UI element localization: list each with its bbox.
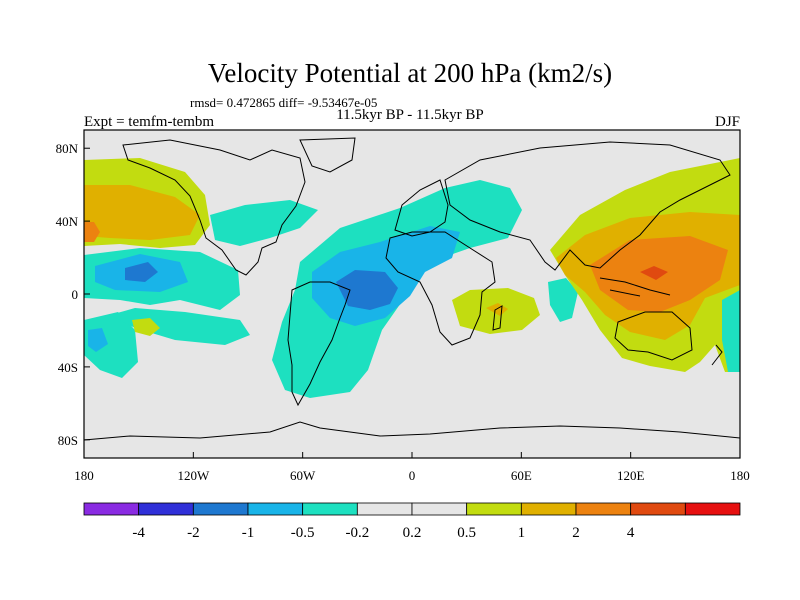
contour-fills bbox=[84, 158, 740, 398]
season-label: DJF bbox=[715, 114, 740, 130]
contour-pos-southern-africa-inner bbox=[486, 303, 508, 316]
stats-label: rmsd= 0.472865 diff= -9.53467e-05 bbox=[190, 95, 377, 110]
colorbar-swatch bbox=[520, 502, 577, 516]
colorbar-label: -2 bbox=[187, 525, 200, 541]
x-tick-label: 60E bbox=[511, 468, 532, 483]
contour-neg-east-edge bbox=[722, 290, 740, 372]
x-tick-label: 60W bbox=[290, 468, 316, 483]
contour-pos-north-pacific-west-core bbox=[84, 222, 100, 242]
x-axis-ticks: 180 120W 60W 0 60E 120E 180 bbox=[74, 452, 750, 483]
y-tick-label: 0 bbox=[72, 287, 79, 302]
contour-neg-south-pacific-2 bbox=[110, 308, 250, 345]
colorbar-swatch bbox=[192, 502, 249, 516]
colorbar-swatch bbox=[411, 502, 468, 516]
y-tick-label: 40N bbox=[56, 214, 79, 229]
colorbar-label: 1 bbox=[518, 525, 526, 541]
contour-pos-south-pacific-speck bbox=[132, 318, 160, 336]
colorbar-swatch bbox=[356, 502, 413, 516]
subtitle: 11.5kyr BP - 11.5kyr BP bbox=[336, 107, 484, 123]
coastline-africa bbox=[385, 231, 496, 346]
map-plot-area bbox=[83, 129, 741, 459]
contour-neg-south-pacific-inner bbox=[88, 328, 108, 352]
y-tick-label: 40S bbox=[58, 360, 78, 375]
x-tick-label: 180 bbox=[74, 468, 94, 483]
coastline-asia bbox=[444, 141, 731, 271]
contour-pos-north-pacific-west-inner bbox=[84, 185, 200, 240]
contour-pos-west-pacific-core bbox=[640, 266, 668, 280]
y-tick-label: 80S bbox=[58, 433, 78, 448]
colorbar-label: -0.5 bbox=[291, 525, 315, 541]
coastline-north-america bbox=[122, 139, 306, 276]
colorbar-swatch bbox=[630, 502, 686, 516]
coastline-greenland bbox=[299, 137, 356, 173]
coastline-south-america bbox=[287, 281, 351, 407]
colorbar-swatch bbox=[466, 502, 522, 516]
coastline-europe bbox=[394, 179, 449, 237]
colorbar-swatch bbox=[575, 502, 632, 516]
y-tick-label: 80N bbox=[56, 141, 79, 156]
coastline-new-zealand bbox=[711, 344, 723, 366]
x-tick-label: 180 bbox=[730, 468, 750, 483]
colorbar-swatch bbox=[83, 502, 140, 516]
colorbar-swatch bbox=[302, 502, 358, 516]
contour-neg-central-pacific-core bbox=[125, 262, 158, 282]
colorbar-label: 0.2 bbox=[403, 525, 422, 541]
coastline-indonesia bbox=[599, 277, 671, 297]
colorbar-label: 2 bbox=[572, 525, 580, 541]
contour-neg-indian-ocean bbox=[548, 278, 578, 322]
colorbar: -4 -2 -1 -0.5 -0.2 0.2 0.5 1 2 4 bbox=[83, 502, 741, 541]
contour-neg-atlantic-core bbox=[336, 270, 398, 310]
coastlines bbox=[84, 137, 740, 441]
colorbar-label: -4 bbox=[132, 525, 145, 541]
colorbar-swatch bbox=[684, 502, 741, 516]
y-axis-ticks: 80N 40N 0 40S 80S bbox=[56, 141, 90, 448]
x-tick-label: 120W bbox=[177, 468, 210, 483]
x-tick-label: 0 bbox=[409, 468, 416, 483]
coastline-antarctica bbox=[84, 421, 740, 441]
contour-neg-south-pacific bbox=[84, 312, 138, 378]
colorbar-swatch bbox=[247, 502, 304, 516]
contour-neg-north-atlantic bbox=[210, 200, 318, 246]
experiment-label: Expt = temfm-tembm bbox=[84, 114, 214, 130]
colorbar-swatch bbox=[138, 502, 194, 516]
colorbar-label: -1 bbox=[242, 525, 255, 541]
x-tick-label: 120E bbox=[617, 468, 645, 483]
colorbar-label: 4 bbox=[627, 525, 635, 541]
coastline-madagascar bbox=[492, 305, 503, 331]
colorbar-label: 0.5 bbox=[457, 525, 476, 541]
coastline-australia bbox=[614, 311, 693, 361]
colorbar-label: -0.2 bbox=[345, 525, 369, 541]
chart-title: Velocity Potential at 200 hPa (km2/s) bbox=[208, 58, 612, 88]
